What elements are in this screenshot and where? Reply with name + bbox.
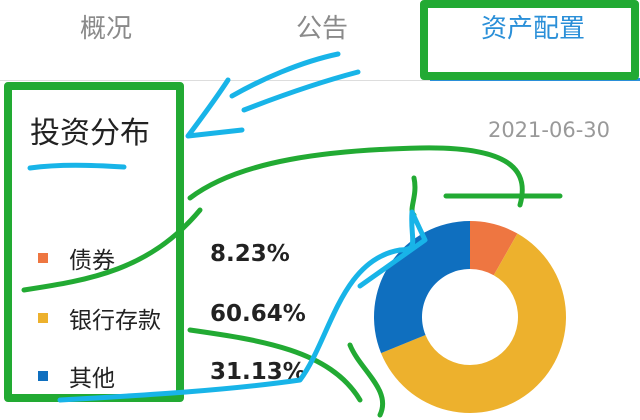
donut-slice-0 — [470, 221, 518, 276]
donut-slice-2 — [374, 221, 470, 354]
tab-announcements[interactable]: 公告 — [295, 14, 349, 44]
report-date: 2021-06-30 — [487, 118, 610, 142]
tab-overview[interactable]: 概况 — [79, 14, 133, 44]
